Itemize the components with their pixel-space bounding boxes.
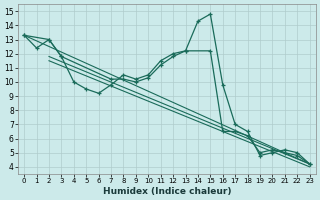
X-axis label: Humidex (Indice chaleur): Humidex (Indice chaleur) xyxy=(103,187,231,196)
